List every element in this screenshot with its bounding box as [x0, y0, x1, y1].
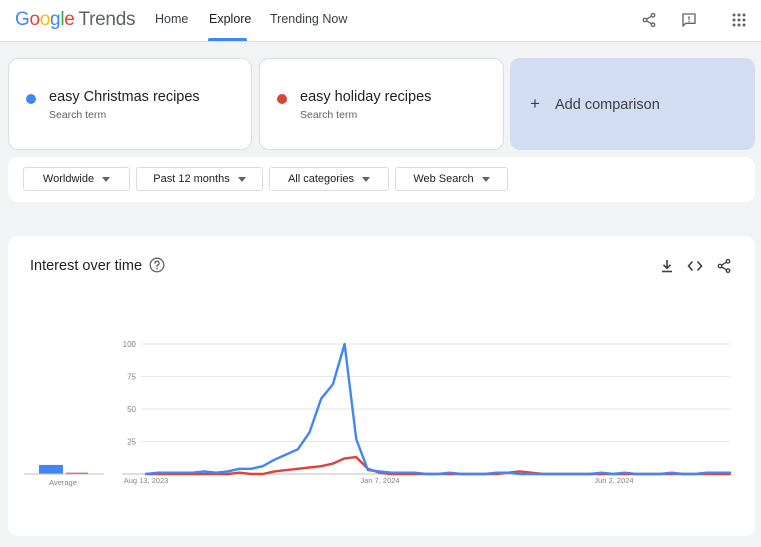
chart-title: Interest over time [30, 258, 143, 274]
caret-down-icon [237, 176, 246, 182]
feedback-icon[interactable] [678, 9, 700, 31]
add-comparison-label: Add comparison [555, 97, 660, 113]
search-type-filter[interactable]: Web Search [395, 167, 508, 191]
y-tick-label: 25 [127, 438, 136, 447]
series-color-dot [26, 94, 36, 104]
download-icon[interactable] [659, 258, 675, 274]
tab-explore[interactable]: Explore [209, 12, 252, 26]
search-term-type: Search term [300, 109, 358, 121]
category-filter[interactable]: All categories [269, 167, 389, 191]
average-bar [66, 472, 88, 474]
y-tick-label: 50 [127, 405, 136, 414]
share-icon[interactable] [716, 258, 732, 274]
tab-trending-now[interactable]: Trending Now [270, 12, 348, 26]
average-bar [39, 464, 63, 474]
filter-label: Web Search [413, 173, 474, 185]
help-icon[interactable] [149, 257, 165, 273]
filter-label: Past 12 months [153, 173, 230, 185]
series-line-2 [144, 455, 732, 476]
plus-icon: + [530, 94, 540, 113]
search-term-label[interactable]: easy Christmas recipes [49, 89, 200, 105]
search-term-label[interactable]: easy holiday recipes [300, 89, 432, 105]
search-term-type: Search term [49, 109, 107, 121]
interest-line-chart: 25 50 75 100 Average Aug 13, 2023 Jan 7, 2024 J… [24, 340, 732, 487]
time-range-filter[interactable]: Past 12 months [136, 167, 263, 191]
logo-letter: G [15, 9, 30, 30]
y-tick-label: 75 [127, 373, 136, 382]
search-term-card-1[interactable]: easy Christmas recipes Search term [8, 58, 252, 150]
filter-label: All categories [287, 173, 355, 185]
apps-grid-icon[interactable] [728, 9, 750, 31]
active-tab-indicator [208, 38, 247, 41]
top-bar: Google Trends Home Explore Trending Now [0, 0, 761, 42]
filter-bar: Worldwide Past 12 months All categories … [8, 157, 755, 202]
embed-icon[interactable] [687, 258, 703, 274]
logo-product: Trends [78, 9, 136, 30]
y-tick-label: 100 [123, 340, 137, 349]
logo-letter: l [60, 9, 65, 30]
caret-down-icon [362, 176, 371, 182]
share-icon[interactable] [638, 9, 660, 31]
logo-letter: o [29, 9, 40, 30]
logo-letter: o [39, 9, 51, 30]
filter-label: Worldwide [42, 173, 95, 185]
logo-letter: e [64, 9, 75, 30]
caret-down-icon [102, 176, 111, 182]
x-tick-label: Jan 7, 2024 [360, 476, 399, 485]
average-label: Average [49, 478, 77, 487]
x-tick-label: Aug 13, 2023 [124, 476, 169, 485]
google-trends-logo[interactable]: Google Trends [15, 9, 135, 31]
caret-down-icon [481, 176, 490, 182]
add-comparison-button[interactable]: + Add comparison [510, 58, 755, 150]
series-line-1 [144, 342, 732, 476]
interest-over-time-card: Interest over time 25 50 75 100 Average Aug 1… [8, 236, 755, 536]
location-filter[interactable]: Worldwide [23, 167, 130, 191]
tab-home[interactable]: Home [155, 12, 189, 26]
search-term-card-2[interactable]: easy holiday recipes Search term [259, 58, 504, 150]
series-color-dot [277, 94, 287, 104]
logo-letter: g [50, 9, 61, 30]
x-tick-label: Jun 2, 2024 [594, 476, 633, 485]
